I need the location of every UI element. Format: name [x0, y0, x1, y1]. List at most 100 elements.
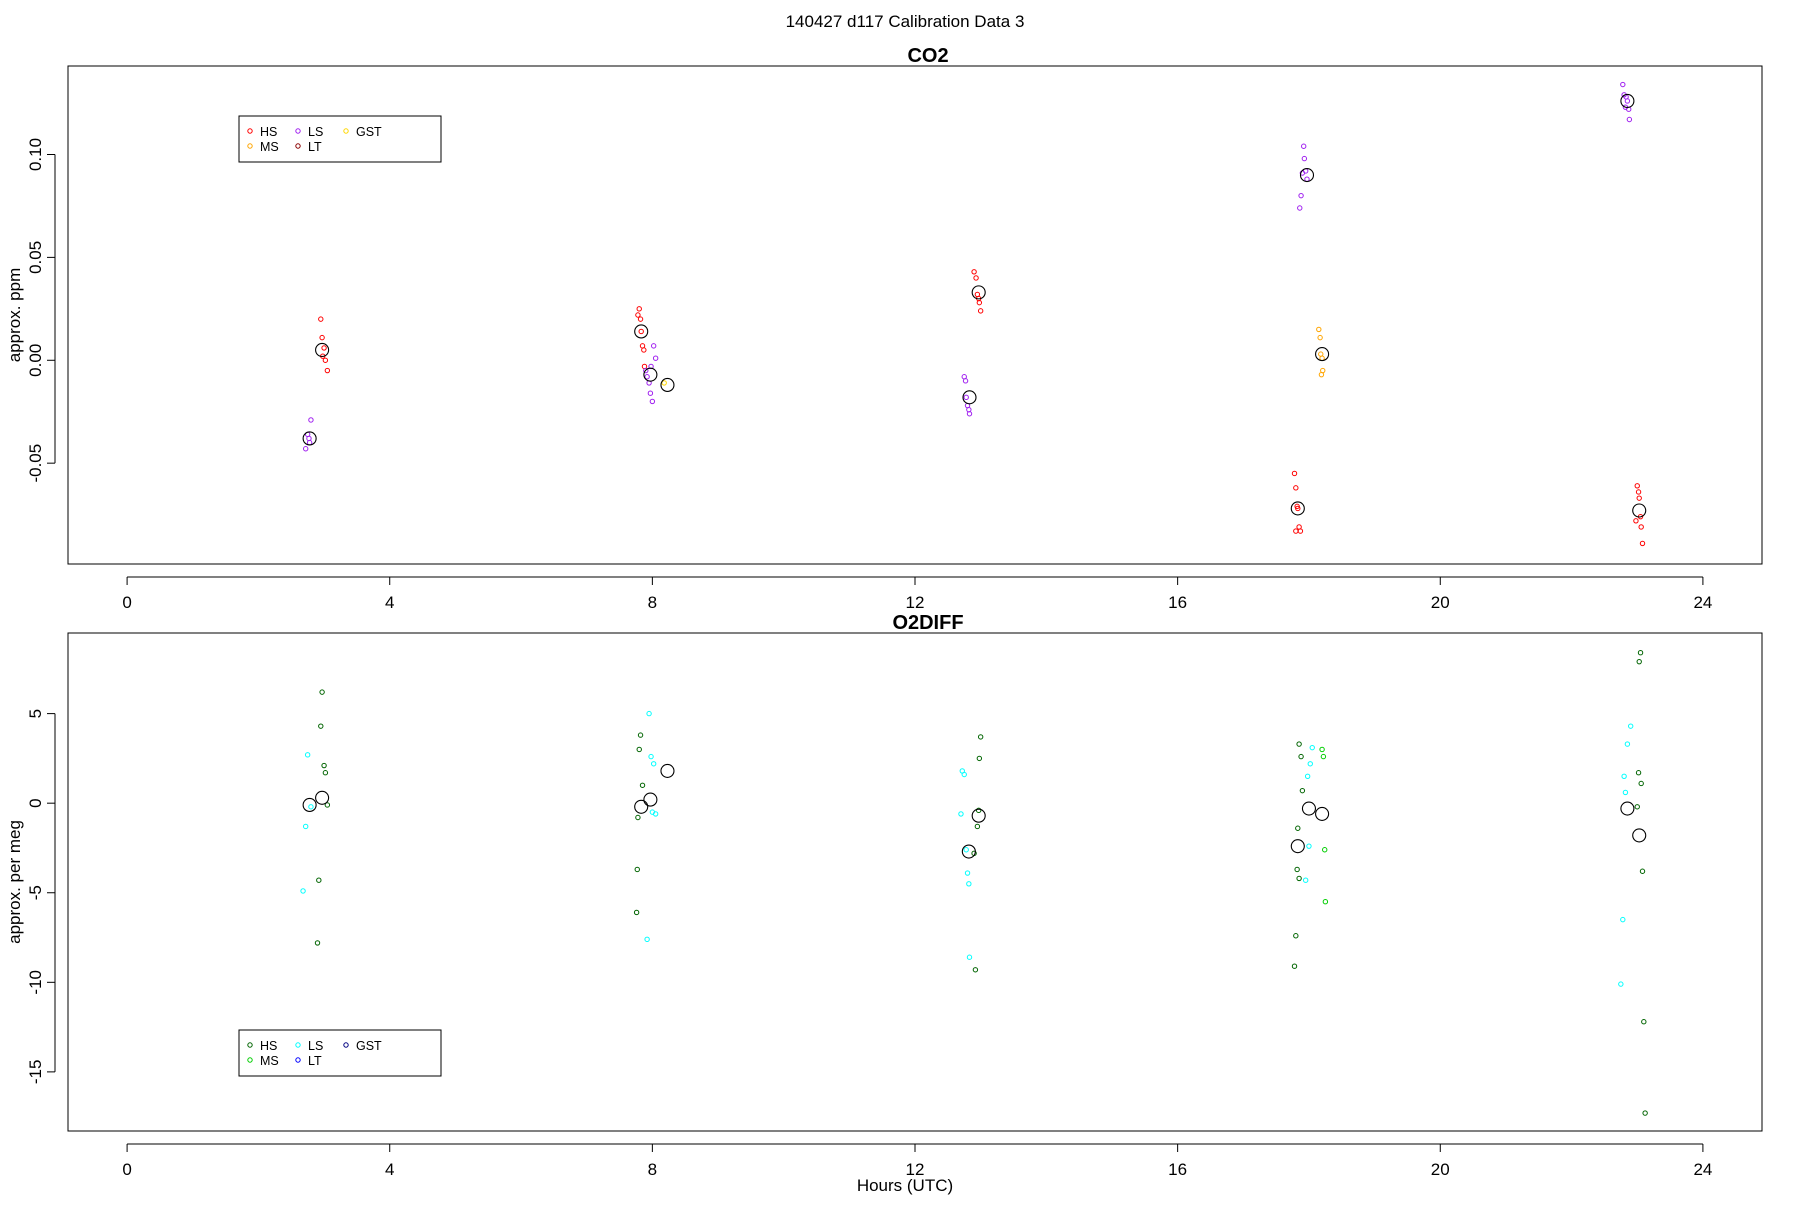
co2-point-hs: [636, 306, 642, 312]
figure-title: 140427 d117 Calibration Data 3: [786, 12, 1025, 31]
o2diff-means: [302, 763, 1647, 859]
co2-point-ls: [1624, 98, 1631, 104]
co2-point-ls: [966, 411, 973, 417]
co2-x-tick-label: 12: [906, 593, 925, 612]
co2-point-ms: [1316, 326, 1322, 333]
co2-legend-label: GST: [356, 125, 382, 139]
o2diff-point-hs: [635, 814, 641, 821]
co2-point-hs: [1635, 489, 1642, 495]
o2diff-point-hs: [972, 967, 979, 973]
o2diff-point-hs: [1641, 1019, 1647, 1025]
o2diff-panel-title: O2DIFF: [892, 612, 963, 634]
o2diff-mean-marker: [315, 790, 330, 805]
o2diff-point-hs: [1634, 804, 1640, 810]
co2-plot-frame: [67, 65, 1763, 565]
o2diff-point-hs: [316, 877, 322, 883]
o2diff-point-ls: [963, 847, 969, 853]
o2diff-x-tick-label: 20: [1431, 1160, 1450, 1179]
co2-point-hs: [1636, 495, 1642, 501]
co2-x-tick-label: 20: [1431, 593, 1450, 612]
o2diff-legend-marker: [247, 1057, 253, 1063]
o2diff-legend-label: LT: [308, 1054, 322, 1068]
co2-point-ls: [649, 398, 656, 405]
o2diff-point-hs: [1638, 780, 1644, 787]
co2-point-hs: [319, 334, 325, 341]
o2diff-point-hs: [322, 770, 329, 776]
o2diff-point-ls: [1620, 916, 1626, 923]
o2diff-point-hs: [1294, 866, 1300, 873]
co2-point-ls: [302, 446, 309, 452]
o2diff-mean-marker: [1632, 828, 1647, 843]
co2-mean-marker: [643, 367, 658, 382]
co2-point-ls: [308, 417, 314, 423]
o2diff-point-hs: [1293, 933, 1299, 939]
co2-point-ls: [1301, 143, 1307, 149]
co2-point-ls: [1620, 81, 1626, 88]
co2-point-hs: [1293, 528, 1299, 534]
o2diff-point-ls: [1302, 877, 1309, 883]
co2-x-tick-label: 0: [122, 593, 131, 612]
o2diff-point-ls: [644, 936, 650, 943]
o2diff-point-ls: [302, 823, 309, 830]
o2diff-point-ls: [1627, 723, 1634, 729]
co2-point-hs: [322, 357, 329, 363]
co2-legend-marker: [295, 143, 301, 149]
co2-legend-label: MS: [260, 140, 279, 154]
co2-x-tick-label: 4: [385, 593, 394, 612]
co2-mean-marker: [660, 377, 675, 393]
o2diff-point-hs: [321, 762, 327, 769]
co2-y-tick-label: 0.00: [26, 344, 45, 377]
co2-point-hs: [973, 275, 979, 281]
o2diff-point-hs: [1635, 770, 1642, 776]
co2-point-hs: [641, 347, 647, 353]
co2-point-hs: [1634, 483, 1640, 489]
co2-point-ms: [1318, 371, 1325, 378]
o2diff-mean-marker: [1315, 806, 1330, 821]
o2diff-mean-marker: [1620, 801, 1635, 816]
o2diff-point-ls: [961, 771, 967, 778]
o2diff-point-hs: [1296, 741, 1302, 747]
o2diff-point-ls: [1304, 773, 1311, 780]
o2diff-point-hs: [1637, 650, 1644, 656]
co2-point-hs: [1295, 505, 1301, 512]
o2diff-y-tick-label: -10: [26, 970, 45, 995]
co2-means: [302, 93, 1647, 518]
o2diff-y-axis-label: approx. per meg: [5, 820, 24, 944]
co2-point-hs: [977, 308, 984, 314]
o2diff-point-hs: [1291, 963, 1298, 969]
co2-legend-marker: [247, 128, 253, 134]
o2diff-point-ls: [966, 954, 973, 960]
o2diff-point-hs: [1298, 753, 1304, 760]
o2diff-y-tick-label: -15: [26, 1060, 45, 1085]
o2diff-legend-label: MS: [260, 1054, 279, 1068]
x-axis-label: Hours (UTC): [857, 1176, 953, 1195]
o2diff-y-tick-label: 0: [26, 798, 45, 807]
co2-point-ls: [963, 394, 969, 401]
o2diff-point-ls: [650, 761, 657, 767]
o2diff-point-ls: [1306, 843, 1312, 849]
o2diff-point-ms: [1319, 746, 1325, 753]
co2-mean-marker: [315, 342, 330, 358]
o2diff-x-tick-label: 0: [122, 1160, 131, 1179]
o2diff-series-ms: [1319, 746, 1329, 905]
co2-series-gst: [661, 380, 667, 386]
o2diff-point-ls: [300, 888, 306, 894]
o2diff-point-hs: [634, 866, 640, 873]
co2-point-hs: [1633, 518, 1639, 524]
co2-mean-marker: [1299, 168, 1315, 183]
co2-point-ls: [1298, 192, 1304, 199]
o2diff-point-hs: [974, 823, 981, 830]
o2diff-legend-label: LS: [308, 1039, 323, 1053]
o2diff-x-tick-label: 4: [385, 1160, 394, 1179]
co2-point-ls: [652, 355, 659, 361]
co2-point-ms: [1317, 334, 1323, 341]
co2-series-ms: [1316, 326, 1326, 378]
o2diff-point-hs: [977, 734, 984, 740]
o2diff-x-tick-label: 12: [906, 1160, 925, 1179]
co2-panel-title: CO2: [907, 45, 948, 67]
o2diff-mean-marker: [1290, 839, 1305, 854]
